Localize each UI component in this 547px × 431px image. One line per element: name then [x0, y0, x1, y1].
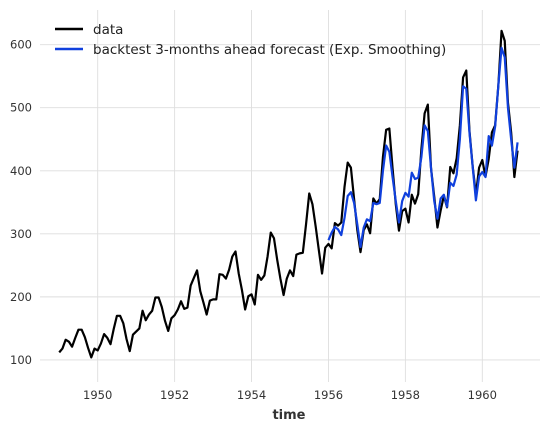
x-tick-label: 1958	[391, 388, 420, 402]
legend-label-forecast: backtest 3-months ahead forecast (Exp. S…	[93, 42, 446, 58]
y-tick-label: 500	[10, 101, 32, 115]
y-tick-label: 400	[10, 164, 32, 178]
series-line-data	[58, 29, 519, 359]
y-axis-ticks: 100 200 300 400 500 600	[10, 38, 32, 367]
legend: data backtest 3-months ahead forecast (E…	[55, 22, 446, 58]
x-axis-ticks: 1950 1952 1954 1956 1958 1960	[83, 388, 497, 402]
x-tick-label: 1956	[314, 388, 343, 402]
series-line-forecast	[327, 46, 519, 249]
y-tick-label: 600	[10, 38, 32, 52]
y-tick-label: 100	[10, 353, 32, 367]
x-axis-label: time	[272, 408, 305, 423]
y-tick-label: 200	[10, 290, 32, 304]
y-tick-label: 300	[10, 227, 32, 241]
x-tick-label: 1954	[237, 388, 266, 402]
legend-label-data: data	[93, 22, 123, 38]
x-tick-label: 1952	[160, 388, 189, 402]
series-lines	[58, 29, 519, 359]
x-tick-label: 1960	[468, 388, 497, 402]
x-tick-label: 1950	[83, 388, 112, 402]
